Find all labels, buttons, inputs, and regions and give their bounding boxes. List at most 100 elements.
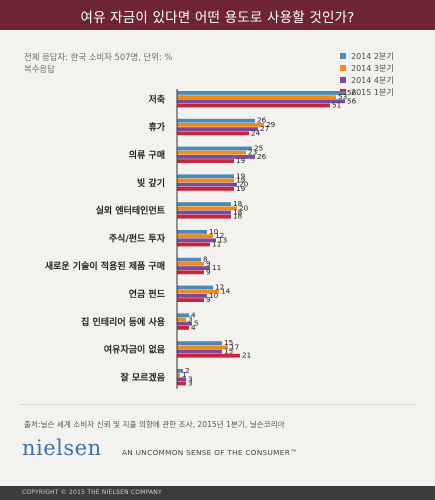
tagline: AN UNCOMMON SENSE OF THE CONSUMER™ (122, 448, 298, 457)
bar (177, 178, 234, 183)
bar (177, 326, 189, 330)
copyright: COPYRIGHT © 2015 THE NIELSEN COMPANY (22, 489, 162, 496)
data-label: 9 (206, 259, 211, 268)
data-label: 18 (233, 199, 243, 208)
data-label: 3 (188, 315, 193, 324)
bar (177, 345, 228, 350)
category-label: 잘 모르겠음 (120, 371, 165, 383)
category-label: 저축 (148, 93, 165, 105)
legend-swatch (340, 53, 346, 59)
legend-item: 2014 3분기 (340, 62, 394, 74)
category-label: 의류 구매 (129, 149, 165, 161)
data-label: 53 (338, 92, 347, 101)
multiple-response-note: 복수응답 (24, 64, 55, 74)
data-label: 11 (212, 263, 221, 272)
divider (20, 404, 415, 405)
category-label: 실외 엔터테인먼트 (96, 205, 166, 217)
data-label: 3 (188, 379, 193, 388)
data-label: 8 (203, 255, 208, 264)
data-label: 20 (239, 203, 249, 212)
bar (177, 91, 345, 95)
bar (177, 182, 237, 187)
data-label: 11 (212, 240, 221, 249)
data-label: 26 (257, 116, 267, 125)
bar (177, 317, 186, 322)
category-label: 집 인테리어 등에 사용 (81, 316, 165, 328)
category-label: 휴가 (148, 121, 165, 133)
bar (177, 373, 180, 377)
bar (177, 155, 255, 159)
legend-swatch (340, 77, 346, 83)
bar (177, 349, 222, 354)
bar (177, 146, 252, 151)
data-label: 14 (221, 287, 231, 296)
data-label: 3 (188, 374, 193, 383)
bar (177, 257, 201, 262)
data-label: 9 (206, 295, 211, 304)
data-label: 9 (206, 267, 211, 276)
bar (177, 127, 258, 131)
data-label: 19 (236, 184, 246, 193)
bar (177, 174, 234, 179)
bar (177, 270, 204, 275)
data-label: 1 (182, 370, 187, 379)
data-label: 10 (209, 291, 219, 300)
bar (177, 238, 216, 243)
category-label: 빚 갚기 (137, 177, 165, 189)
bar (177, 285, 213, 290)
legend-label: 2014 3분기 (351, 63, 394, 73)
footer: COPYRIGHT © 2015 THE NIELSEN COMPANY (0, 486, 435, 500)
data-label: 19 (236, 171, 246, 180)
data-label: 17 (230, 342, 239, 351)
bar (177, 298, 204, 302)
data-label: 24 (251, 128, 261, 137)
bar (177, 377, 186, 382)
data-label: 10 (209, 227, 219, 236)
legend-label: 2014 2분기 (351, 51, 394, 61)
category-label: 연금 펀드 (129, 288, 166, 300)
bar (177, 118, 255, 123)
data-label: 15 (224, 347, 233, 356)
data-label: 56 (347, 88, 357, 97)
bar (177, 131, 249, 136)
bar (177, 289, 219, 294)
bar (177, 381, 186, 386)
data-label: 12 (215, 231, 224, 240)
data-label: 4 (191, 323, 196, 332)
bar (177, 103, 330, 108)
data-label: 56 (347, 96, 357, 105)
bar (177, 321, 192, 326)
data-label: 18 (233, 208, 243, 217)
data-label: 26 (257, 152, 267, 161)
bar (177, 187, 234, 191)
data-label: 12 (215, 283, 224, 292)
bar (177, 123, 264, 127)
data-label: 19 (236, 156, 246, 165)
nielsen-logo: nielsen (22, 436, 102, 460)
bar (177, 341, 222, 345)
data-label: 51 (332, 101, 341, 110)
respondent-note: 전체 응답자: 한국 소비자 507명, 단위: % (24, 52, 173, 62)
bar (177, 242, 210, 247)
data-label: 4 (191, 310, 196, 319)
data-label: 13 (218, 235, 227, 244)
data-label: 18 (233, 212, 243, 221)
data-label: 21 (242, 351, 251, 360)
data-label: 29 (266, 120, 276, 129)
bar (177, 159, 234, 163)
bar (177, 369, 183, 373)
data-label: 25 (254, 144, 263, 153)
legend-swatch (340, 65, 346, 71)
bar (177, 206, 237, 211)
bar (177, 210, 231, 215)
bar (177, 99, 345, 104)
bar (177, 150, 246, 155)
bar (177, 95, 336, 99)
data-label: 20 (239, 180, 249, 189)
data-label: 2 (185, 366, 190, 375)
data-label: 5 (194, 319, 199, 328)
bar (177, 353, 240, 358)
source-note: 출처:닐슨 세계 소비자 신뢰 및 지출 의향에 관한 조사, 2015년 1분… (24, 420, 285, 429)
